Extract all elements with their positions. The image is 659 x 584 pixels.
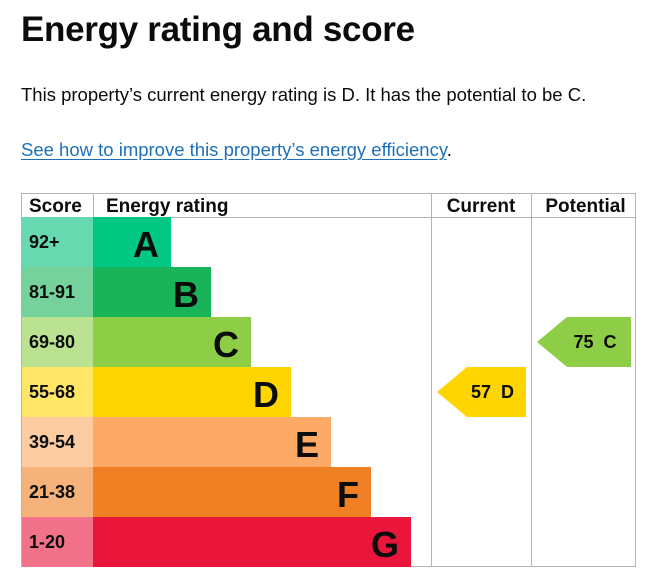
rating-letter-b: B xyxy=(173,274,199,315)
improve-link-row: See how to improve this property’s energ… xyxy=(21,139,452,161)
improve-link-suffix: . xyxy=(446,139,452,160)
rating-letter-f: F xyxy=(337,474,359,515)
score-cell-g xyxy=(22,517,93,567)
rating-letter-g: G xyxy=(371,524,399,565)
rating-letter-d: D xyxy=(253,374,279,415)
improve-efficiency-link[interactable]: See how to improve this property’s energ… xyxy=(21,139,447,160)
rating-bar-f xyxy=(93,467,371,517)
rating-bar-a xyxy=(93,217,171,267)
rating-bar-e xyxy=(93,417,331,467)
score-range-c: 69-80 xyxy=(29,332,75,352)
potential-rating-label: 75 C xyxy=(573,332,616,352)
rating-summary: This property’s current energy rating is… xyxy=(21,84,587,105)
rating-bar-g xyxy=(93,517,411,567)
score-range-a: 92+ xyxy=(29,232,60,252)
score-range-d: 55-68 xyxy=(29,382,75,402)
rating-letter-c: C xyxy=(213,324,239,365)
score-cell-c xyxy=(22,317,93,367)
header-potential: Potential xyxy=(545,196,625,217)
rating-letter-e: E xyxy=(295,424,319,465)
potential-rating-arrow xyxy=(537,317,631,367)
score-cell-f xyxy=(22,467,93,517)
header-current: Current xyxy=(447,196,516,217)
rating-bar-b xyxy=(93,267,211,317)
score-range-b: 81-91 xyxy=(29,282,75,302)
score-cell-e xyxy=(22,417,93,467)
current-rating-arrow xyxy=(437,367,526,417)
rating-bar-d xyxy=(93,367,291,417)
header-energy-rating: Energy rating xyxy=(106,196,228,217)
score-cell-a xyxy=(22,217,93,267)
header-score: Score xyxy=(29,196,82,217)
score-range-g: 1-20 xyxy=(29,532,65,552)
rating-bar-c xyxy=(93,317,251,367)
page-title: Energy rating and score xyxy=(21,10,415,49)
score-cell-b xyxy=(22,267,93,317)
current-rating-label: 57 D xyxy=(471,382,514,402)
score-range-f: 21-38 xyxy=(29,482,75,502)
score-range-e: 39-54 xyxy=(29,432,75,452)
score-cell-d xyxy=(22,367,93,417)
rating-letter-a: A xyxy=(133,224,159,265)
